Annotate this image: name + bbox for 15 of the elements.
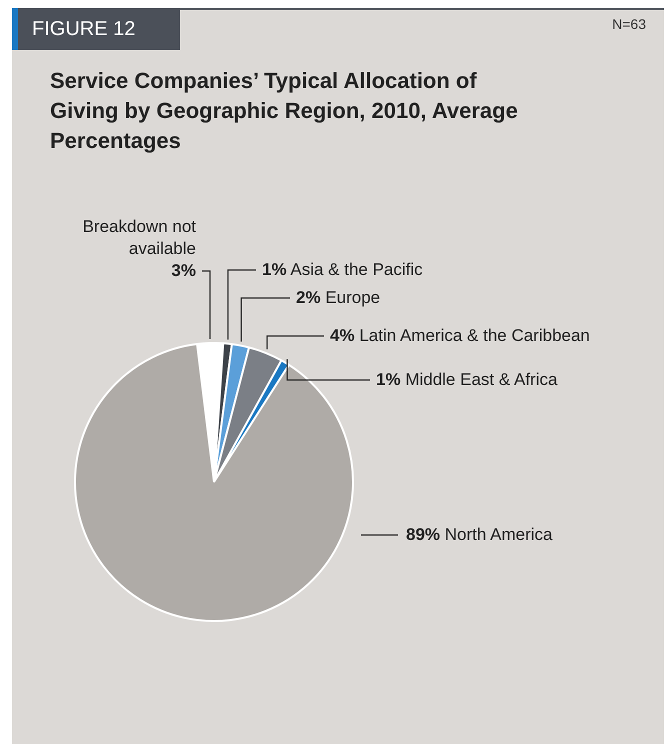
data-label: 3% xyxy=(170,260,196,282)
data-label: 89% xyxy=(406,525,440,544)
slice-label: North America xyxy=(444,525,552,544)
chart-title: Service Companies’ Typical Allocation of Giving by Geographic Region, 2010, Average Percentages xyxy=(50,67,519,155)
slice-label: Latin America & the Caribbean xyxy=(359,326,590,345)
slice-label: Europe xyxy=(325,288,380,307)
slice-label: Breakdown not available xyxy=(82,216,196,260)
data-label: 4% xyxy=(330,326,355,345)
data-label: 2% xyxy=(296,288,321,307)
slice-label: Asia & the Pacific xyxy=(290,260,423,279)
data-label: 1% xyxy=(262,260,287,279)
data-label: 1% xyxy=(376,370,401,389)
slice-label: Middle East & Africa xyxy=(405,370,558,389)
caption: FIGURE 12 xyxy=(32,18,136,40)
text: N=63 xyxy=(612,16,646,32)
